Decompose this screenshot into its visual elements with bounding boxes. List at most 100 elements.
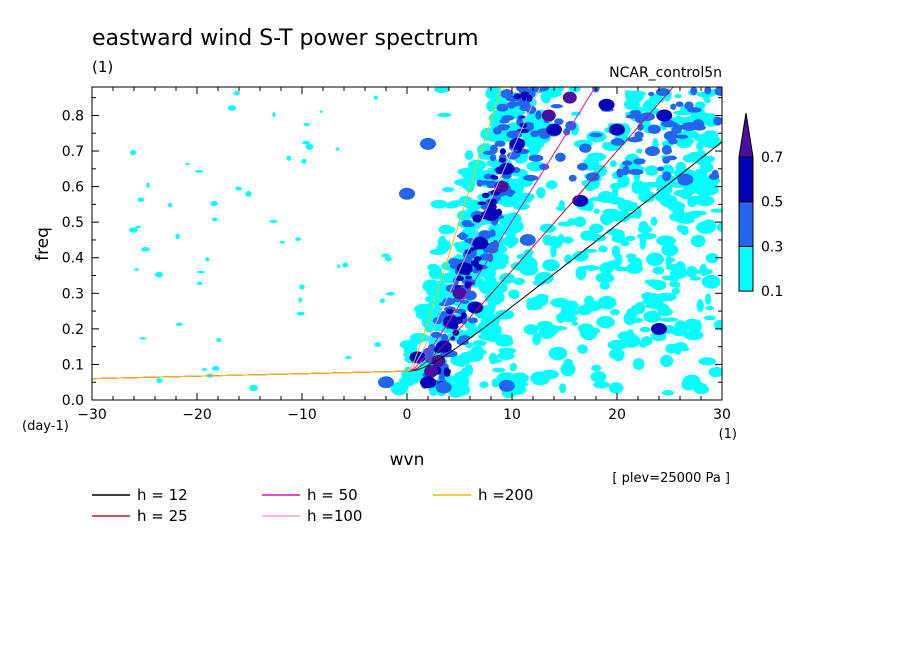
power-speckle: [667, 201, 686, 212]
power-speckle: [604, 264, 622, 270]
power-speckle: [554, 118, 564, 126]
power-speckle: [528, 154, 544, 162]
y-tick-label: 0.0: [62, 393, 84, 409]
power-speckle: [674, 94, 682, 99]
power-speckle: [599, 281, 611, 290]
power-speckle: [626, 253, 637, 259]
power-speckle: [489, 358, 503, 363]
power-speckle: [499, 272, 516, 284]
power-blob: [519, 233, 536, 246]
y-tick-label: 0.6: [62, 180, 84, 196]
power-speckle: [442, 187, 455, 193]
power-speckle: [647, 124, 661, 135]
y-axis: 0.0 0.1 0.2 0.3 0.4 0.5 0.6 0.7 0.8: [62, 97, 722, 409]
power-speckle: [642, 181, 661, 188]
power-blob: [609, 123, 625, 136]
power-blob: [498, 379, 515, 392]
colorbar-segment: [738, 245, 754, 292]
power-speckle: [494, 334, 513, 347]
power-speckle: [593, 381, 610, 389]
power-speckle: [491, 287, 504, 294]
legend-label: h = 25: [137, 507, 188, 525]
power-speckle: [540, 91, 552, 104]
x-tick-label: 10: [503, 407, 521, 423]
power-speckle: [481, 192, 490, 199]
power-speckle: [337, 264, 341, 269]
power-speckle: [298, 297, 302, 303]
power-speckle: [490, 324, 502, 337]
power-speckle: [714, 87, 722, 97]
power-speckle: [472, 214, 483, 223]
power-speckle: [464, 150, 474, 161]
y-unit-label: (day-1): [22, 419, 69, 434]
power-speckle: [611, 245, 621, 258]
power-speckle: [671, 276, 678, 287]
power-speckle: [498, 159, 506, 163]
power-speckle: [512, 277, 525, 286]
colorbar-label: 0.5: [761, 195, 783, 211]
power-speckle: [496, 352, 515, 360]
power-speckle: [279, 240, 286, 244]
power-speckle: [643, 99, 653, 114]
power-speckle: [597, 295, 617, 310]
power-speckle: [486, 100, 496, 112]
power-speckle: [489, 154, 497, 162]
power-speckle: [530, 130, 540, 138]
power-speckle: [505, 228, 516, 241]
power-speckle: [185, 162, 190, 166]
power-speckle: [661, 119, 676, 128]
power-speckle: [696, 221, 716, 234]
power-speckle: [560, 300, 579, 311]
power-speckle: [593, 208, 600, 214]
power-speckle: [705, 253, 719, 264]
power-speckle: [652, 98, 660, 105]
power-speckle: [659, 317, 679, 322]
power-speckle: [130, 149, 137, 156]
power-speckle: [710, 208, 722, 213]
power-speckle: [683, 330, 704, 341]
power-blob: [598, 98, 615, 111]
colorbar-extend-triangle: [738, 112, 754, 158]
chart-subtitle: (1): [92, 58, 113, 76]
power-speckle: [670, 325, 688, 337]
power-speckle: [319, 110, 323, 113]
power-speckle: [390, 382, 408, 396]
power-speckle: [613, 351, 624, 362]
power-blob: [677, 173, 694, 186]
power-speckle: [432, 317, 443, 325]
power-speckle: [510, 372, 529, 384]
power-speckle: [373, 95, 378, 100]
power-speckle: [518, 195, 528, 204]
power-speckle: [154, 271, 164, 278]
power-speckle: [580, 327, 598, 341]
power-speckle: [464, 364, 474, 377]
colorbar-segment: [738, 156, 754, 203]
power-speckle: [534, 293, 549, 307]
x-tick-label: 30: [713, 407, 731, 423]
power-blob: [656, 109, 673, 122]
power-speckle: [691, 175, 701, 187]
power-speckle: [296, 311, 305, 316]
power-speckle: [477, 322, 491, 332]
power-speckle: [483, 173, 493, 180]
power-speckle: [461, 201, 482, 208]
power-speckle: [499, 148, 507, 155]
power-speckle: [416, 305, 435, 317]
power-speckle: [634, 131, 644, 139]
power-speckle: [492, 367, 506, 373]
power-speckle: [175, 233, 180, 240]
power-speckle: [589, 132, 603, 138]
power-speckle: [696, 299, 704, 313]
power-speckle: [650, 216, 658, 227]
power-speckle: [581, 265, 601, 271]
power-speckle: [385, 256, 392, 262]
power-speckle: [525, 105, 537, 114]
power-speckle: [301, 158, 307, 164]
power-speckle: [625, 114, 640, 119]
power-speckle: [479, 381, 489, 388]
power-speckle: [448, 387, 463, 398]
power-speckle: [249, 384, 258, 392]
power-speckle: [381, 253, 391, 258]
power-speckle: [584, 295, 595, 307]
power-speckle: [227, 105, 237, 111]
